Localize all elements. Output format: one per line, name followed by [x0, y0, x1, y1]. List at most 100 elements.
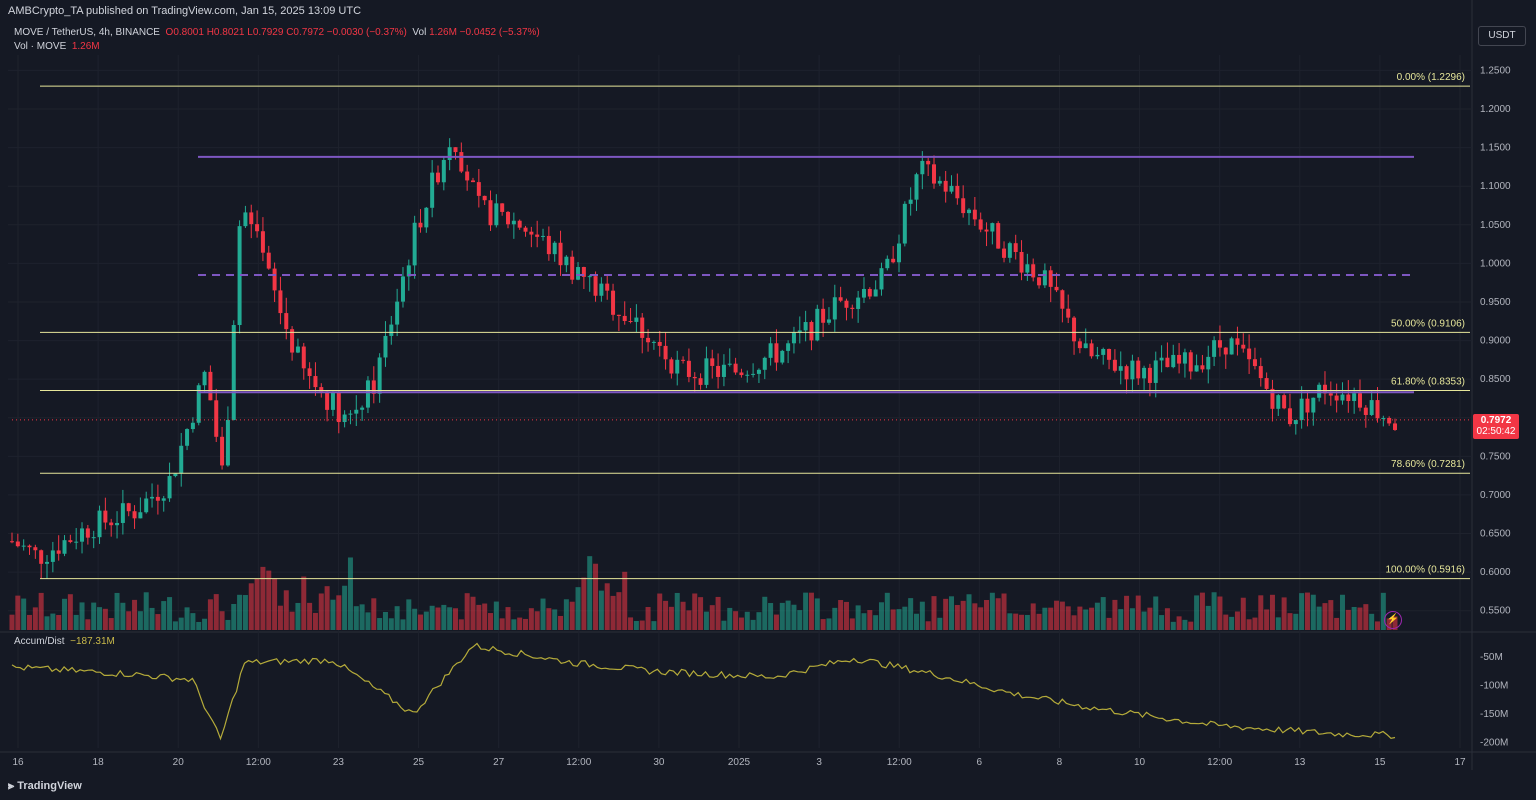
- volume-bar: [943, 598, 949, 630]
- volume-bar: [698, 597, 704, 630]
- candle: [354, 409, 359, 414]
- volume-bar: [517, 617, 523, 630]
- volume-bar: [1007, 613, 1013, 630]
- volume-bar: [569, 601, 575, 630]
- volume-bar: [1240, 597, 1246, 630]
- volume-bar: [73, 614, 79, 630]
- candle: [646, 337, 651, 343]
- candle: [1042, 270, 1047, 286]
- volume-bar: [937, 617, 943, 630]
- x-tick-label: 10: [1134, 757, 1146, 768]
- volume-bar: [9, 614, 15, 630]
- volume-bar: [1252, 617, 1258, 630]
- candle: [955, 185, 960, 199]
- volume-bar: [167, 597, 173, 630]
- volume-bar: [581, 577, 587, 630]
- candle: [920, 160, 925, 175]
- x-tick-label: 15: [1374, 757, 1386, 768]
- candle: [762, 357, 767, 370]
- volume-series-label: Vol · MOVE: [14, 41, 67, 52]
- volume-bar: [85, 619, 91, 630]
- volume-bar: [377, 618, 383, 630]
- ad-legend[interactable]: Accum/Dist −187.31M: [14, 636, 115, 647]
- candle: [628, 321, 633, 323]
- volume-bar: [873, 615, 879, 630]
- y-tick-label: 0.7000: [1480, 490, 1511, 501]
- volume-bar: [1351, 606, 1357, 630]
- candle: [1363, 407, 1368, 415]
- volume-bar: [878, 602, 884, 630]
- volume-bar: [155, 614, 161, 630]
- candle: [751, 373, 756, 375]
- candle: [611, 290, 616, 315]
- volume-bar: [966, 594, 972, 630]
- volume-bar: [902, 606, 908, 630]
- volume-bar: [1106, 617, 1112, 630]
- volume-bar: [843, 601, 849, 630]
- volume-bar: [231, 603, 237, 630]
- candle: [1352, 393, 1357, 402]
- candle: [745, 374, 750, 376]
- volume-bar: [353, 606, 359, 630]
- candle: [1264, 378, 1269, 389]
- volume-bar: [435, 607, 441, 630]
- tradingview-logo[interactable]: ⫸ TradingView: [8, 780, 82, 793]
- volume-bar: [668, 606, 674, 630]
- candle: [15, 541, 20, 547]
- volume-bar: [1275, 617, 1281, 630]
- candle: [634, 317, 639, 322]
- lightning-icon[interactable]: ⚡: [1384, 611, 1402, 629]
- vol-label: Vol: [412, 27, 427, 38]
- candle: [1031, 264, 1036, 278]
- volume-bar: [633, 620, 639, 630]
- candle: [27, 545, 32, 548]
- x-tick-label: 20: [173, 757, 185, 768]
- candle: [447, 147, 452, 161]
- currency-button[interactable]: USDT: [1478, 26, 1526, 46]
- volume-bar: [67, 594, 73, 630]
- ohlc-values: O0.8001 H0.8021 L0.7929 C0.7972 −0.0030 …: [165, 27, 407, 38]
- candle: [756, 369, 761, 374]
- ad-name: Accum/Dist: [14, 636, 65, 647]
- candle: [377, 357, 382, 394]
- candle: [605, 283, 610, 291]
- volume-bar: [1369, 613, 1375, 630]
- candle: [856, 297, 861, 309]
- candle: [780, 350, 785, 363]
- candle: [476, 182, 481, 196]
- candle: [39, 550, 44, 564]
- volume-bar: [283, 590, 289, 630]
- candle: [85, 528, 90, 538]
- ad-line: [11, 642, 1396, 741]
- candle: [1340, 394, 1345, 401]
- volume-bar: [1345, 609, 1351, 630]
- x-tick-label: 23: [333, 757, 345, 768]
- logo-text: TradingView: [17, 780, 82, 792]
- volume-bar: [709, 605, 715, 630]
- volume-bar: [919, 601, 925, 630]
- volume-bar: [178, 617, 184, 630]
- candle: [879, 268, 884, 290]
- volume-bar: [15, 595, 21, 630]
- candle: [967, 209, 972, 214]
- candle: [535, 234, 540, 237]
- volume-bar: [738, 617, 744, 630]
- candle: [1147, 367, 1152, 383]
- symbol-label[interactable]: MOVE / TetherUS, 4h, BINANCE: [14, 27, 160, 38]
- volume-bar: [552, 609, 558, 630]
- volume-bar: [1071, 615, 1077, 630]
- candle: [1007, 243, 1012, 258]
- volume-bar: [511, 619, 517, 630]
- volume-bar: [1293, 613, 1299, 630]
- vol-values: 1.26M −0.0452 (−5.37%): [429, 27, 540, 38]
- volume-bar: [978, 607, 984, 630]
- volume-bar: [931, 596, 937, 630]
- candle: [214, 400, 219, 437]
- volume-legend[interactable]: Vol · MOVE 1.26M: [14, 41, 100, 52]
- volume-bar: [132, 599, 138, 630]
- volume-bar: [1182, 619, 1188, 630]
- candle: [1177, 354, 1182, 364]
- y-tick-label: 1.1500: [1480, 143, 1511, 154]
